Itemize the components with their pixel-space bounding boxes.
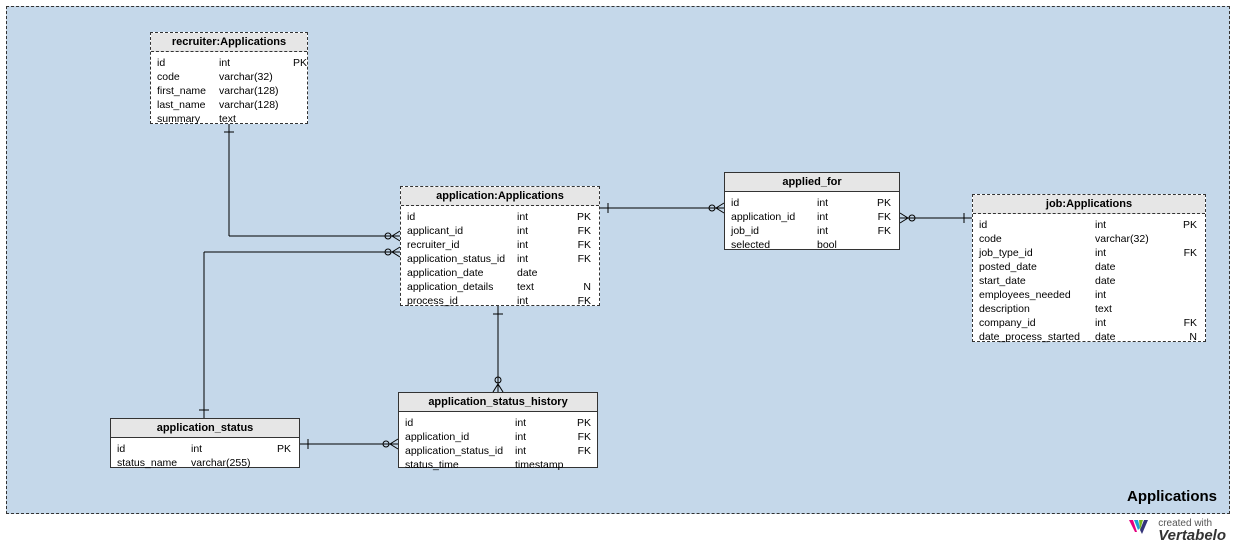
table-row: status_timetimestamp	[405, 458, 591, 472]
watermark: created with Vertabelo	[1129, 518, 1226, 544]
table-body: idintPKapplication_idintFKjob_idintFKsel…	[725, 192, 899, 256]
table-row: last_namevarchar(128)	[157, 98, 301, 112]
table-application_status_history: application_status_historyidintPKapplica…	[398, 392, 598, 468]
table-row: idintPK	[405, 416, 591, 430]
table-header: application:Applications	[401, 187, 599, 206]
table-row: employees_neededint	[979, 288, 1199, 302]
table-header: application_status_history	[399, 393, 597, 412]
table-applied_for: applied_for idintPKapplication_idintFKjob…	[724, 172, 900, 250]
table-body: idintPKapplicant_idintFKrecruiter_idintF…	[401, 206, 599, 312]
table-header: job:Applications	[973, 195, 1205, 214]
table-row: date_process_starteddateN	[979, 330, 1199, 344]
table-row: application_detailstextN	[407, 280, 593, 294]
table-row: summarytext	[157, 112, 301, 126]
table-body: idintPKcodevarchar(32)job_type_idintFKpo…	[973, 214, 1205, 348]
table-row: descriptiontext	[979, 302, 1199, 316]
vertabelo-logo-icon	[1129, 520, 1151, 542]
table-row: status_namevarchar(255)	[117, 456, 293, 470]
table-row: application_idintFK	[405, 430, 591, 444]
table-header: application_status	[111, 419, 299, 438]
table-row: posted_datedate	[979, 260, 1199, 274]
table-row: idintPK	[157, 56, 301, 70]
table-row: recruiter_idintFK	[407, 238, 593, 252]
table-row: first_namevarchar(128)	[157, 84, 301, 98]
table-row: selectedbool	[731, 238, 893, 252]
table-row: idintPK	[731, 196, 893, 210]
table-row: applicant_idintFK	[407, 224, 593, 238]
table-row: application_status_idintFK	[405, 444, 591, 458]
table-body: idintPKapplication_idintFKapplication_st…	[399, 412, 597, 476]
table-row: application_idintFK	[731, 210, 893, 224]
table-row: start_datedate	[979, 274, 1199, 288]
table-row: codevarchar(32)	[979, 232, 1199, 246]
table-row: job_idintFK	[731, 224, 893, 238]
table-job: job:Applications idintPKcodevarchar(32)jo…	[972, 194, 1206, 342]
table-recruiter: recruiter:Applications idintPKcodevarchar…	[150, 32, 308, 124]
table-row: process_idintFK	[407, 294, 593, 308]
table-header: recruiter:Applications	[151, 33, 307, 52]
table-row: idintPK	[979, 218, 1199, 232]
table-row: idintPK	[117, 442, 293, 456]
table-row: application_status_idintFK	[407, 252, 593, 266]
table-row: job_type_idintFK	[979, 246, 1199, 260]
table-row: idintPK	[407, 210, 593, 224]
table-row: codevarchar(32)	[157, 70, 301, 84]
table-header: applied_for	[725, 173, 899, 192]
watermark-brand: Vertabelo	[1158, 527, 1226, 544]
table-application: application:Applications idintPKapplicant…	[400, 186, 600, 306]
region-label: Applications	[1127, 488, 1217, 505]
table-application_status: application_status idintPKstatus_namevarc…	[110, 418, 300, 468]
table-body: idintPKcodevarchar(32)first_namevarchar(…	[151, 52, 307, 130]
table-row: application_datedate	[407, 266, 593, 280]
table-row: company_idintFK	[979, 316, 1199, 330]
table-body: idintPKstatus_namevarchar(255)	[111, 438, 299, 474]
